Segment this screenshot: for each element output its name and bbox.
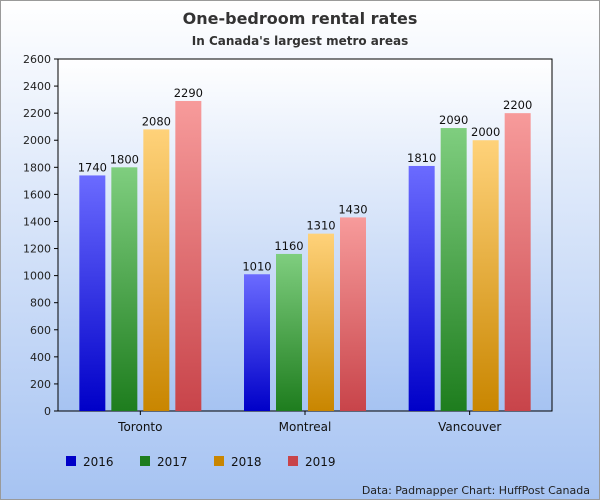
- y-tick-label: 1000: [23, 270, 51, 283]
- legend-label: 2016: [83, 455, 114, 469]
- bar-2019-toronto: [175, 100, 202, 411]
- y-tick-label: 400: [30, 351, 51, 364]
- y-tick-label: 800: [30, 297, 51, 310]
- data-label: 1160: [274, 239, 303, 253]
- bar-2018-montreal: [308, 233, 334, 411]
- legend-label: 2018: [231, 455, 262, 469]
- y-tick-label: 2400: [23, 80, 51, 93]
- bar-2019-montreal: [340, 217, 366, 411]
- data-label: 2090: [439, 113, 468, 127]
- legend-swatch-2018: [214, 456, 224, 466]
- y-tick-label: 2000: [23, 134, 51, 147]
- data-label: 2290: [174, 86, 203, 100]
- x-tick-label: Vancouver: [438, 420, 501, 434]
- data-label: 2080: [142, 114, 171, 128]
- legend-swatch-2019: [288, 456, 298, 466]
- legend-label: 2017: [157, 455, 188, 469]
- y-tick-label: 1800: [23, 161, 51, 174]
- x-tick-label: Toronto: [117, 420, 162, 434]
- y-tick-label: 1600: [23, 188, 51, 201]
- bar-2016-montreal: [244, 274, 270, 411]
- y-tick-label: 0: [44, 405, 51, 418]
- y-tick-label: 2600: [23, 53, 51, 66]
- chart-title: One-bedroom rental rates: [183, 9, 418, 28]
- plot-area: [57, 58, 553, 412]
- source-credit: Data: Padmapper Chart: HuffPost Canada: [362, 484, 590, 497]
- bar-2018-toronto: [143, 129, 170, 411]
- legend: 2016 2017 2018 2019: [66, 455, 336, 469]
- data-label: 2200: [503, 98, 532, 112]
- legend-label: 2019: [305, 455, 336, 469]
- x-tick-label: Montreal: [279, 420, 332, 434]
- data-label: 1010: [242, 259, 271, 273]
- data-label: 1740: [78, 160, 107, 174]
- y-tick-label: 2200: [23, 107, 51, 120]
- legend-swatch-2016: [66, 456, 76, 466]
- chart-subtitle: In Canada's largest metro areas: [192, 34, 408, 48]
- y-tick-label: 1200: [23, 243, 51, 256]
- bar-2017-toronto: [111, 167, 138, 411]
- y-tick-label: 1400: [23, 215, 51, 228]
- data-label: 1810: [407, 151, 436, 165]
- bar-2018-vancouver: [472, 140, 499, 411]
- bar-2016-vancouver: [408, 165, 435, 411]
- bar-2017-vancouver: [440, 128, 467, 412]
- data-label: 1310: [306, 219, 335, 233]
- bar-2019-vancouver: [504, 113, 531, 412]
- y-tick-label: 200: [30, 378, 51, 391]
- bar-2017-montreal: [276, 253, 302, 411]
- data-label: 1430: [338, 202, 367, 216]
- bar-2016-toronto: [79, 175, 106, 411]
- y-tick-label: 600: [30, 324, 51, 337]
- data-label: 1800: [110, 152, 139, 166]
- data-label: 2000: [471, 125, 500, 139]
- legend-swatch-2017: [140, 456, 150, 466]
